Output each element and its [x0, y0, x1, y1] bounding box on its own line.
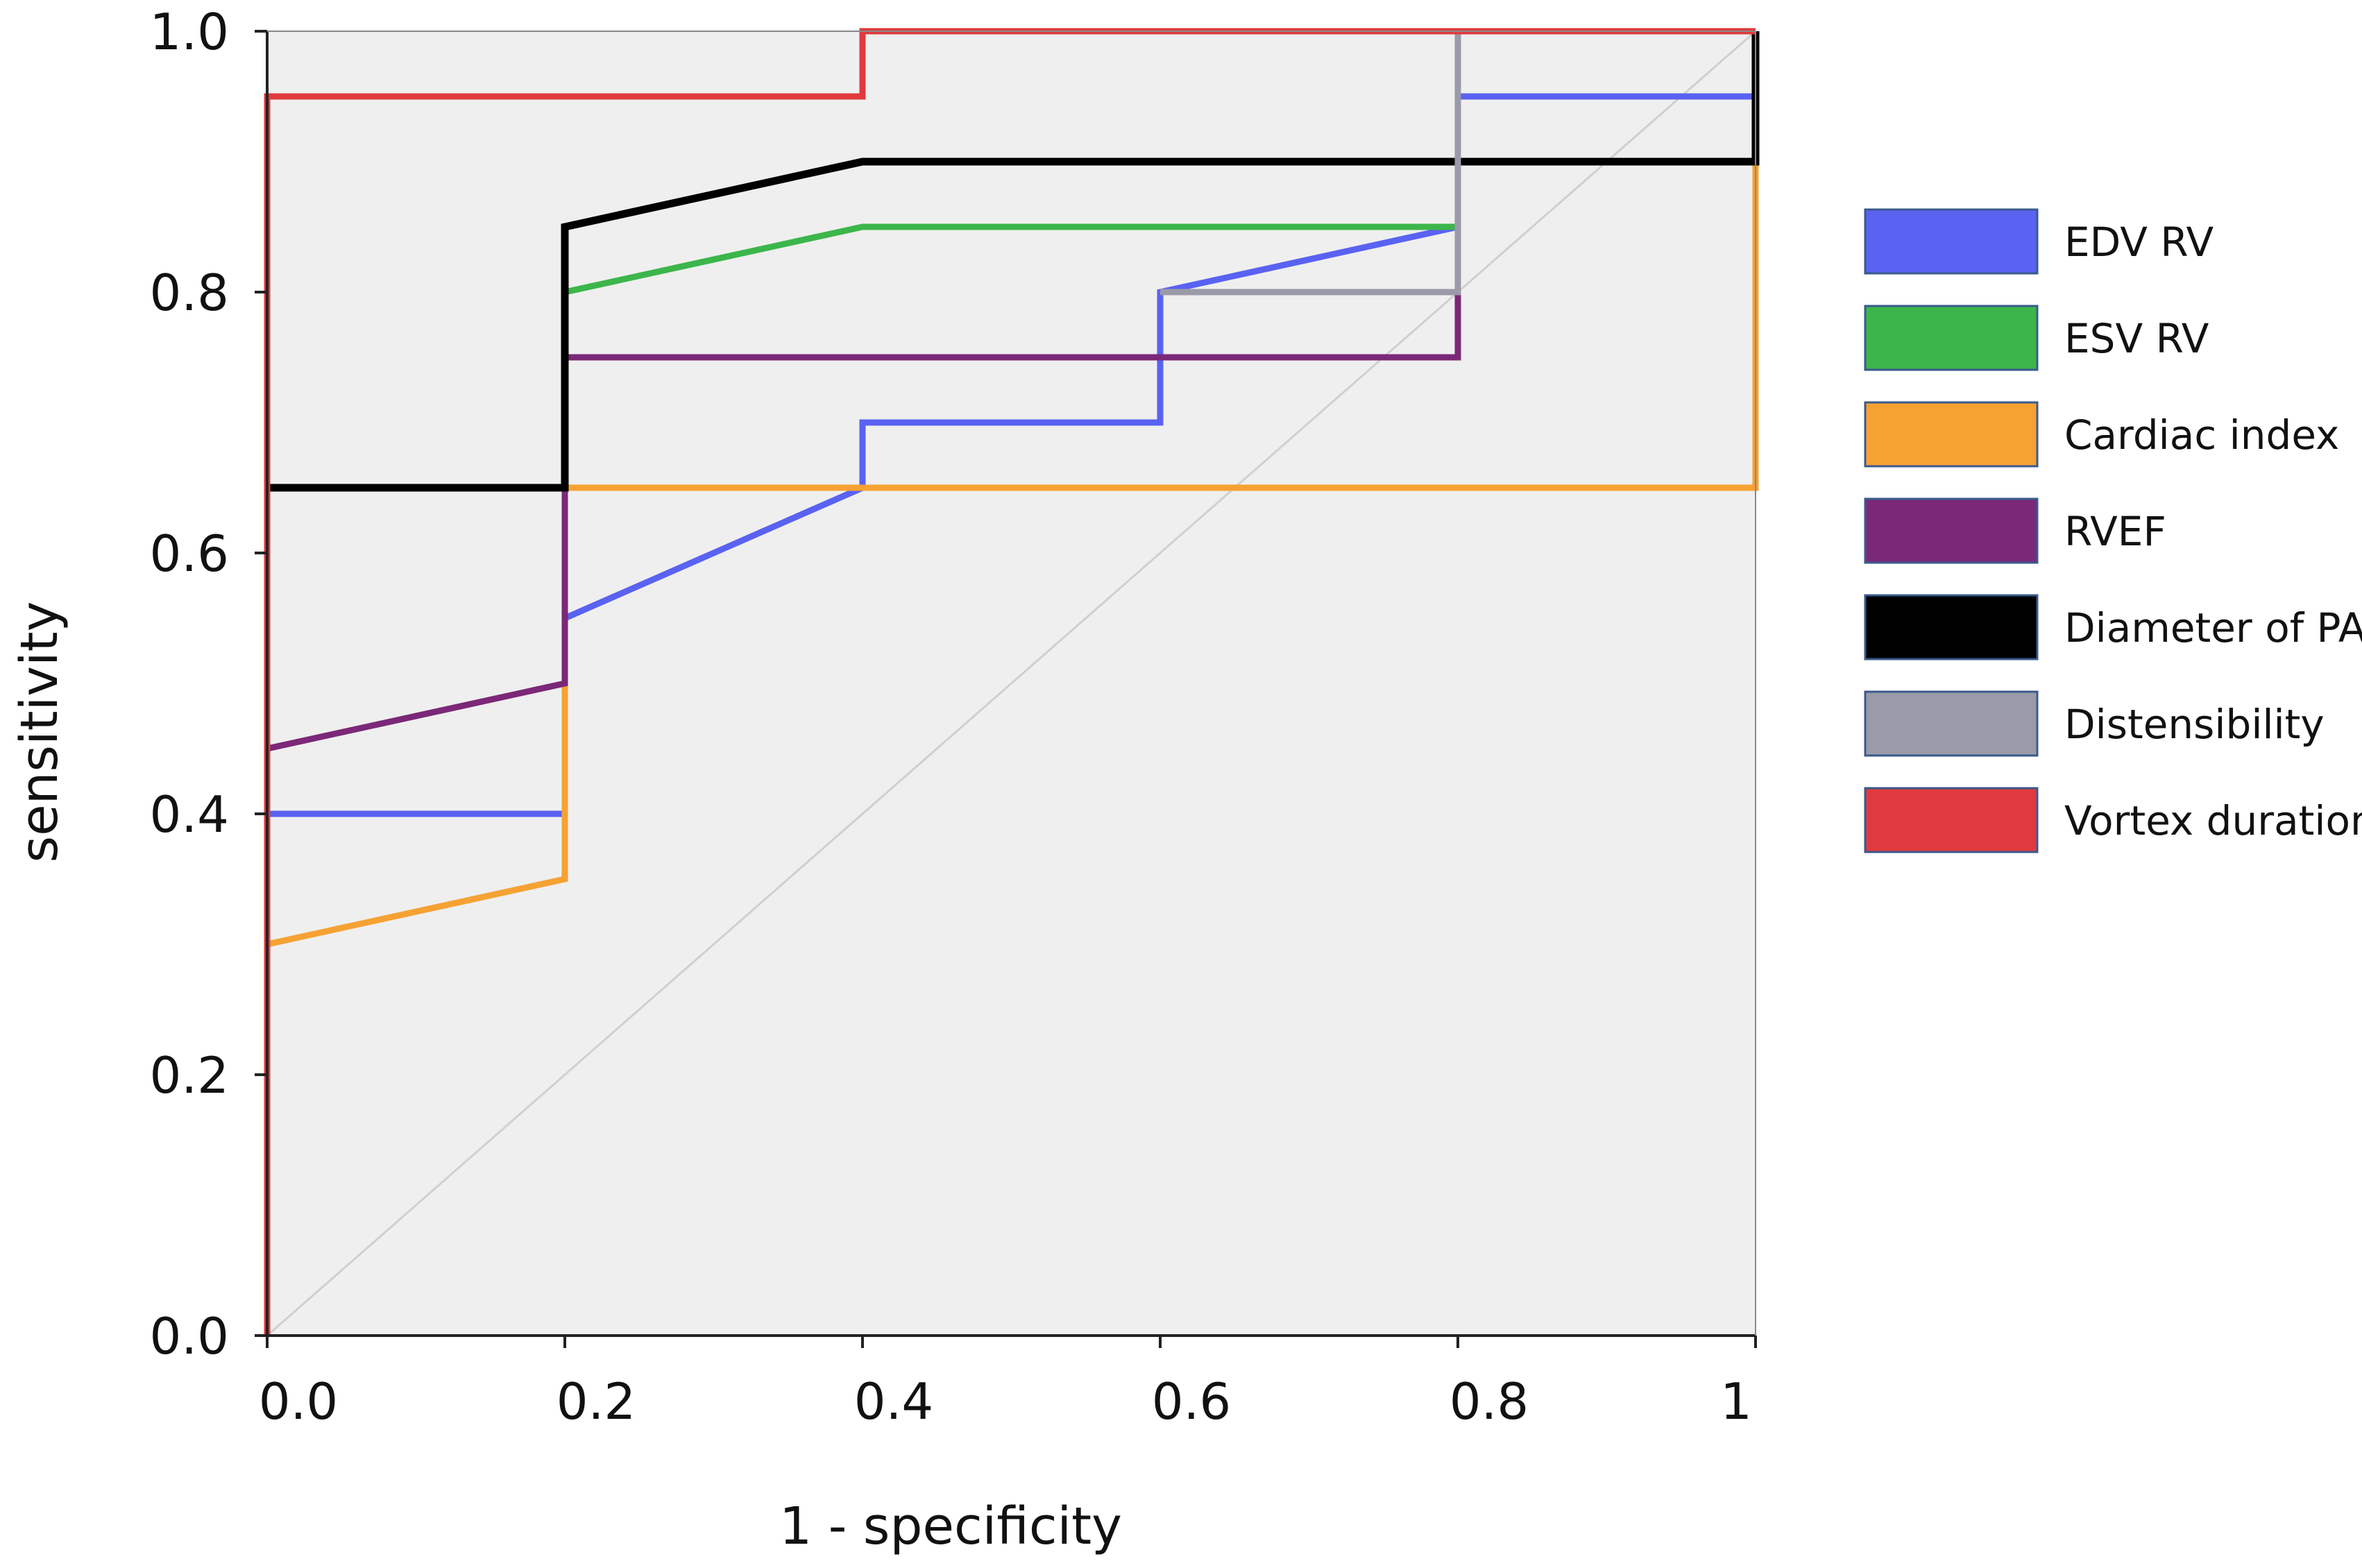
reference-diagonal-group — [266, 30, 1756, 1337]
legend-swatch — [1864, 497, 2039, 564]
legend: EDV RV ESV RV Cardiac index RVEF Diameter of… — [1864, 208, 2362, 853]
x-tick-label: 0.0 — [259, 1372, 339, 1431]
legend-swatch — [1864, 594, 2039, 661]
series-line-distensibility — [1160, 31, 1461, 296]
legend-swatch — [1864, 690, 2039, 757]
legend-label: Vortex duration — [2064, 797, 2362, 844]
reference-diagonal-line — [266, 30, 1756, 1337]
x-tick-label: 0.4 — [854, 1372, 934, 1431]
legend-swatch — [1864, 208, 2039, 275]
legend-swatch — [1864, 787, 2039, 853]
legend-label: RVEF — [2064, 508, 2166, 555]
y-axis-title: sensitivity — [10, 602, 69, 863]
legend-swatch — [1864, 401, 2039, 468]
legend-label: Cardiac index — [2064, 411, 2339, 459]
x-tick-label: 1 — [1720, 1372, 1752, 1431]
x-tick-label: 0.2 — [556, 1372, 636, 1431]
y-tick-label: 1.0 — [149, 3, 229, 61]
x-tick-label: 0.6 — [1152, 1372, 1232, 1431]
legend-label: Distensibility — [2064, 701, 2325, 748]
legend-label: ESV RV — [2064, 315, 2209, 362]
tick-labels-group: 0.0 0.2 0.4 0.6 0.8 1 0.0 0.2 0.4 0.6 0.8 1.0 — [149, 3, 1757, 1431]
x-tick-label: 0.8 — [1450, 1372, 1529, 1431]
legend-label: EDV RV — [2064, 219, 2214, 266]
y-tick-label: 0.4 — [149, 785, 229, 844]
y-tick-label: 0.2 — [149, 1046, 229, 1105]
legend-label: Diameter of PA — [2064, 604, 2362, 651]
y-tick-label: 0.8 — [149, 264, 229, 322]
legend-swatch — [1864, 305, 2039, 371]
y-tick-label: 0.0 — [149, 1307, 229, 1365]
x-axis-title: 1 - specificity — [779, 1497, 1122, 1556]
y-tick-label: 0.6 — [149, 525, 229, 583]
axes-group — [266, 31, 1756, 1337]
